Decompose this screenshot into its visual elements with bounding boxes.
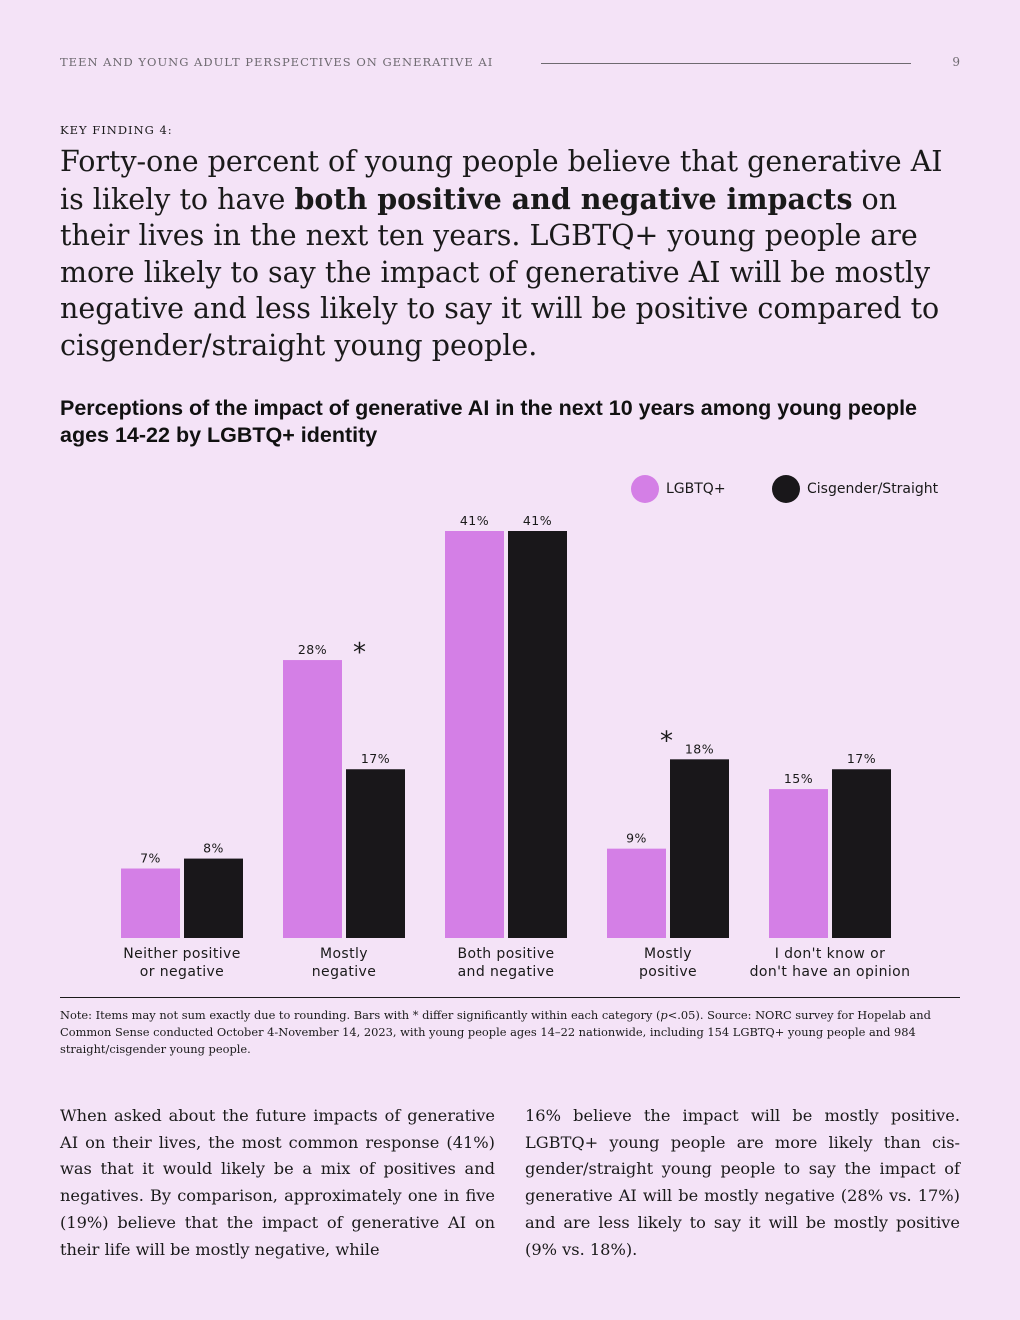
note-italic: p <box>660 1008 668 1022</box>
chart-note: Note: Items may not sum exactly due to r… <box>60 1007 960 1058</box>
category-label-4-1: don't have an opinion <box>750 964 911 980</box>
legend-label-cisgender-straight: Cisgender/Straight <box>807 481 939 497</box>
bar-lgbtq-0 <box>121 868 180 938</box>
category-label-1-0: Mostly <box>320 946 368 962</box>
category-label-3-0: Mostly <box>644 946 692 962</box>
significance-marker-3: * <box>660 726 673 756</box>
legend-label-lgbtq: LGBTQ+ <box>666 481 726 497</box>
bar-cisgender-straight-4 <box>832 769 891 938</box>
bar-lgbtq-1 <box>283 660 342 938</box>
bar-cisgender-straight-2 <box>508 531 567 938</box>
bar-lgbtq-3 <box>607 848 666 938</box>
headline-emphasis: both positive and negative impacts <box>294 181 853 216</box>
value-label-cisgender-straight-4: 17% <box>847 751 876 766</box>
value-label-lgbtq-1: 28% <box>298 642 327 657</box>
value-label-cisgender-straight-0: 8% <box>203 841 224 856</box>
bar-lgbtq-4 <box>769 789 828 938</box>
bar-cisgender-straight-0 <box>184 858 243 938</box>
category-label-2-1: and negative <box>458 964 555 980</box>
category-label-1-1: negative <box>312 964 376 980</box>
value-label-lgbtq-4: 15% <box>784 771 813 786</box>
body-column-right: 16% believe the impact will be mostly po… <box>525 1106 960 1259</box>
category-label-3-1: positive <box>639 964 697 980</box>
category-label-2-0: Both positive <box>457 946 554 962</box>
headline-text-end: on their lives in the next ten years. LG… <box>60 182 940 362</box>
note-text-end: <.05). Source: NORC survey for Hopelab a… <box>60 1008 931 1056</box>
bar-chart: LGBTQ+ Cisgender/Straight 7% 8% Neither posi… <box>121 475 939 980</box>
value-label-lgbtq-2: 41% <box>460 513 489 528</box>
chart-title: Perceptions of the impact of generative … <box>60 396 918 447</box>
bar-lgbtq-2 <box>445 531 504 938</box>
bar-cisgender-straight-1 <box>346 769 405 938</box>
page-number: 9 <box>952 55 960 69</box>
note-rule <box>60 997 960 998</box>
body-column-left: When asked about the future impacts of g… <box>60 1106 495 1259</box>
key-finding-headline: Forty-one percent of young people believ… <box>60 144 960 365</box>
value-label-lgbtq-0: 7% <box>140 851 161 866</box>
legend-swatch-lgbtq <box>631 475 659 503</box>
header-rule <box>541 63 911 64</box>
significance-marker-1: * <box>353 638 366 668</box>
running-title: TEEN AND YOUNG ADULT PERSPECTIVES ON GEN… <box>60 55 494 69</box>
value-label-cisgender-straight-1: 17% <box>361 751 390 766</box>
category-label-0-1: or negative <box>140 964 224 980</box>
bar-cisgender-straight-3 <box>670 759 729 938</box>
legend-swatch-cisgender-straight <box>772 475 800 503</box>
key-finding-label: KEY FINDING 4: <box>60 123 173 137</box>
headline-text: Forty-one percent of young people believ… <box>60 145 943 216</box>
value-label-cisgender-straight-3: 18% <box>685 741 714 756</box>
note-text: Note: Items may not sum exactly due to r… <box>60 1008 661 1022</box>
category-label-0-0: Neither positive <box>123 946 240 962</box>
value-label-cisgender-straight-2: 41% <box>523 513 552 528</box>
category-label-4-0: I don't know or <box>775 946 885 962</box>
value-label-lgbtq-3: 9% <box>626 831 647 846</box>
